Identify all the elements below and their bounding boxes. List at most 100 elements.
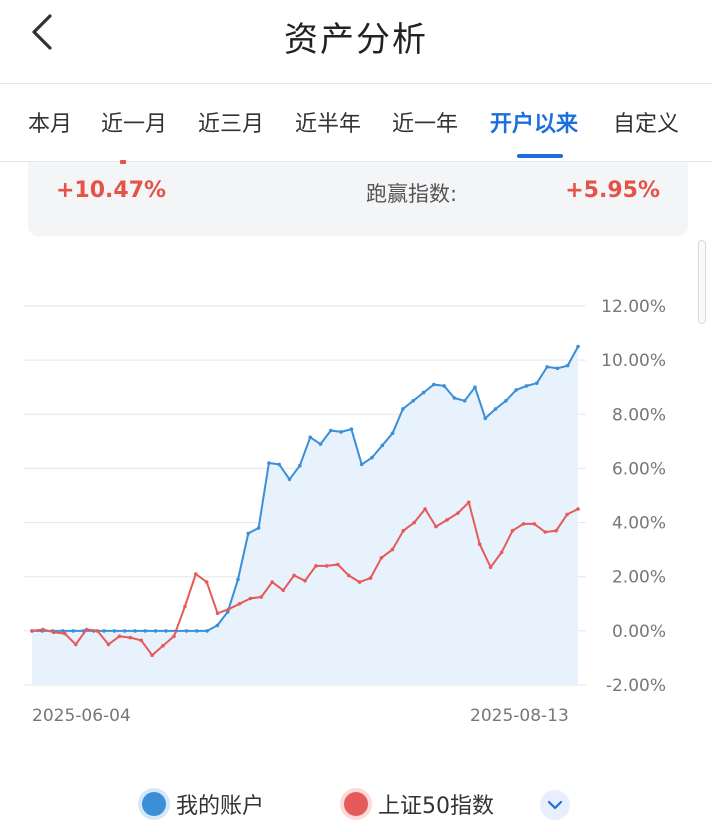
data-point-account: [545, 365, 549, 369]
active-tab-indicator: [517, 154, 563, 158]
data-point-index: [576, 507, 580, 511]
data-point-account: [493, 407, 498, 411]
data-point-account: [359, 462, 364, 467]
period-tabs: 本月 近一月 近三月 近半年 近一年 开户以来 自定义: [0, 84, 712, 162]
data-point-index: [467, 500, 471, 505]
data-point-account: [524, 384, 529, 388]
data-point-account: [442, 384, 446, 388]
data-point-account: [215, 623, 220, 628]
y-tick-label: 2.00%: [612, 568, 666, 588]
data-point-account: [287, 477, 292, 482]
data-point-account: [349, 427, 354, 431]
data-point-account: [236, 577, 240, 582]
data-point-account: [452, 396, 457, 400]
return-chart: 12.00% 10.00% 8.00% 6.00% 4.00% 2.00% 0.00% -2.…: [24, 297, 666, 696]
data-point-index: [139, 638, 143, 643]
data-point-account: [339, 430, 343, 434]
data-point-index: [106, 642, 111, 647]
data-point-account: [370, 455, 374, 460]
data-point-account: [71, 629, 75, 633]
data-point-index: [325, 564, 329, 568]
data-point-index: [423, 507, 427, 511]
app-header: 资产分析: [0, 0, 712, 84]
data-point-index: [270, 580, 275, 584]
tab-last-year[interactable]: 近一年: [392, 112, 459, 137]
data-point-account: [153, 629, 158, 633]
data-point-account: [133, 629, 137, 633]
scrollbar[interactable]: [698, 240, 706, 324]
data-point-account: [308, 435, 313, 440]
data-point-account: [462, 399, 467, 403]
y-tick-label: 8.00%: [612, 405, 666, 425]
data-point-account: [267, 461, 271, 465]
y-tick-label: 4.00%: [612, 514, 666, 534]
data-point-index: [357, 580, 362, 584]
legend-dot-index: [344, 792, 368, 816]
data-point-index: [456, 511, 460, 515]
data-point-account: [535, 381, 539, 385]
tab-since-opening[interactable]: 开户以来: [490, 112, 579, 137]
data-point-account: [184, 629, 189, 633]
beat-index-value: +5.95%: [565, 178, 660, 203]
data-point-account: [411, 399, 416, 403]
data-point-account: [401, 407, 405, 411]
data-point-index: [194, 572, 198, 576]
data-point-account: [504, 399, 508, 403]
data-point-index: [63, 631, 67, 636]
data-point-index: [172, 634, 176, 639]
data-point-account: [483, 416, 488, 421]
data-point-account: [318, 442, 323, 446]
data-point-index: [30, 629, 34, 633]
chart-legend: 我的账户 上证50指数: [0, 786, 712, 822]
data-point-index: [117, 634, 122, 639]
legend-expand-button[interactable]: [540, 790, 570, 820]
data-point-index: [532, 522, 537, 526]
data-point-index: [128, 635, 133, 640]
data-point-index: [434, 524, 438, 529]
data-point-index: [183, 604, 187, 609]
legend-item-index[interactable]: 上证50指数: [344, 786, 494, 822]
data-point-account: [380, 443, 385, 448]
data-point-index: [226, 607, 231, 611]
tab-custom[interactable]: 自定义: [613, 112, 680, 137]
data-point-index: [95, 629, 100, 633]
tab-last-three-months[interactable]: 近三月: [198, 112, 265, 137]
legend-item-account[interactable]: 我的账户: [142, 786, 264, 822]
data-point-index: [543, 530, 547, 534]
data-point-index: [215, 611, 220, 616]
data-point-index: [368, 576, 373, 580]
data-point-index: [521, 522, 526, 526]
chevron-down-icon: [547, 800, 563, 810]
legend-label-account: 我的账户: [176, 794, 265, 819]
data-point-index: [510, 528, 515, 533]
y-tick-label: 0.00%: [612, 622, 666, 642]
data-point-account: [102, 629, 106, 633]
data-point-account: [555, 366, 560, 371]
tab-this-month[interactable]: 本月: [28, 112, 73, 137]
data-point-account: [473, 385, 477, 389]
legend-dot-account: [142, 792, 166, 816]
account-return-value: +10.47%: [56, 178, 167, 203]
tab-last-month[interactable]: 近一月: [101, 112, 168, 137]
data-point-account: [277, 462, 282, 467]
data-point-account: [122, 629, 127, 633]
beat-index-label: 跑赢指数:: [366, 182, 458, 206]
data-point-index: [281, 588, 286, 593]
data-point-index: [292, 573, 296, 578]
data-point-account: [205, 629, 209, 633]
data-point-index: [237, 602, 242, 606]
data-point-account: [329, 428, 333, 433]
data-point-index: [412, 520, 417, 525]
data-point-index: [303, 579, 307, 583]
data-point-index: [565, 512, 569, 517]
data-point-account: [195, 629, 199, 633]
x-end-date: 2025-08-13: [470, 706, 569, 726]
back-button[interactable]: [18, 8, 66, 56]
data-point-index: [346, 573, 351, 578]
data-point-account: [565, 363, 570, 368]
x-start-date: 2025-06-04: [32, 706, 131, 726]
data-point-index: [477, 542, 482, 546]
summary-card: +10.47% 跑赢指数: +5.95%: [28, 160, 688, 236]
data-point-index: [314, 564, 318, 568]
tab-last-half-year[interactable]: 近半年: [295, 112, 362, 137]
